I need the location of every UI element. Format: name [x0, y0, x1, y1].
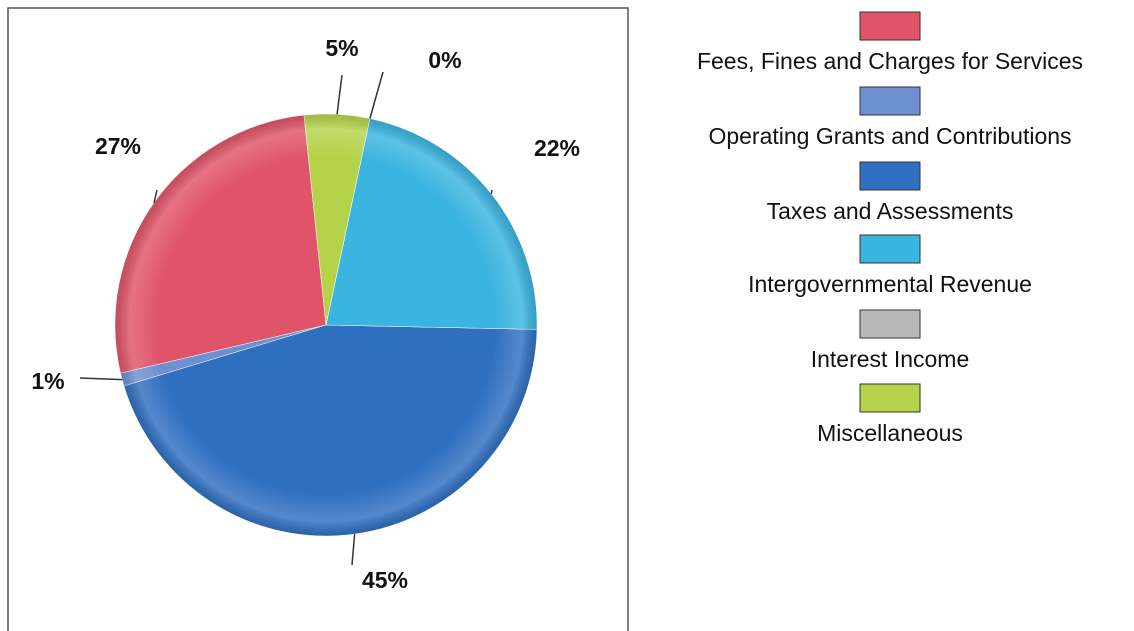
legend-swatch: [859, 234, 921, 264]
legend-label: Fees, Fines and Charges for Services: [697, 48, 1083, 74]
data-label: 45%: [362, 567, 408, 593]
pie-shading: [115, 114, 537, 536]
data-label: 27%: [95, 133, 141, 159]
legend-label: Operating Grants and Contributions: [708, 123, 1071, 149]
leader-line: [79, 377, 123, 381]
legend-swatch: [859, 86, 921, 116]
data-label: 22%: [534, 135, 580, 161]
leader-line: [490, 189, 493, 195]
legend-swatch: [859, 161, 921, 191]
leader-line: [351, 533, 356, 566]
data-label: 5%: [325, 35, 358, 61]
legend-label: Miscellaneous: [817, 420, 963, 446]
leader-line: [369, 71, 384, 119]
data-label: 1%: [31, 368, 64, 394]
leader-line: [336, 74, 343, 115]
legend-label: Taxes and Assessments: [767, 198, 1014, 224]
legend-swatch: [859, 11, 921, 41]
legend-swatch: [859, 309, 921, 339]
legend-label: Interest Income: [811, 346, 970, 372]
legend-label: Intergovernmental Revenue: [748, 271, 1032, 297]
data-label: 0%: [428, 47, 461, 73]
leader-line: [153, 189, 158, 203]
legend-swatch: [859, 383, 921, 413]
